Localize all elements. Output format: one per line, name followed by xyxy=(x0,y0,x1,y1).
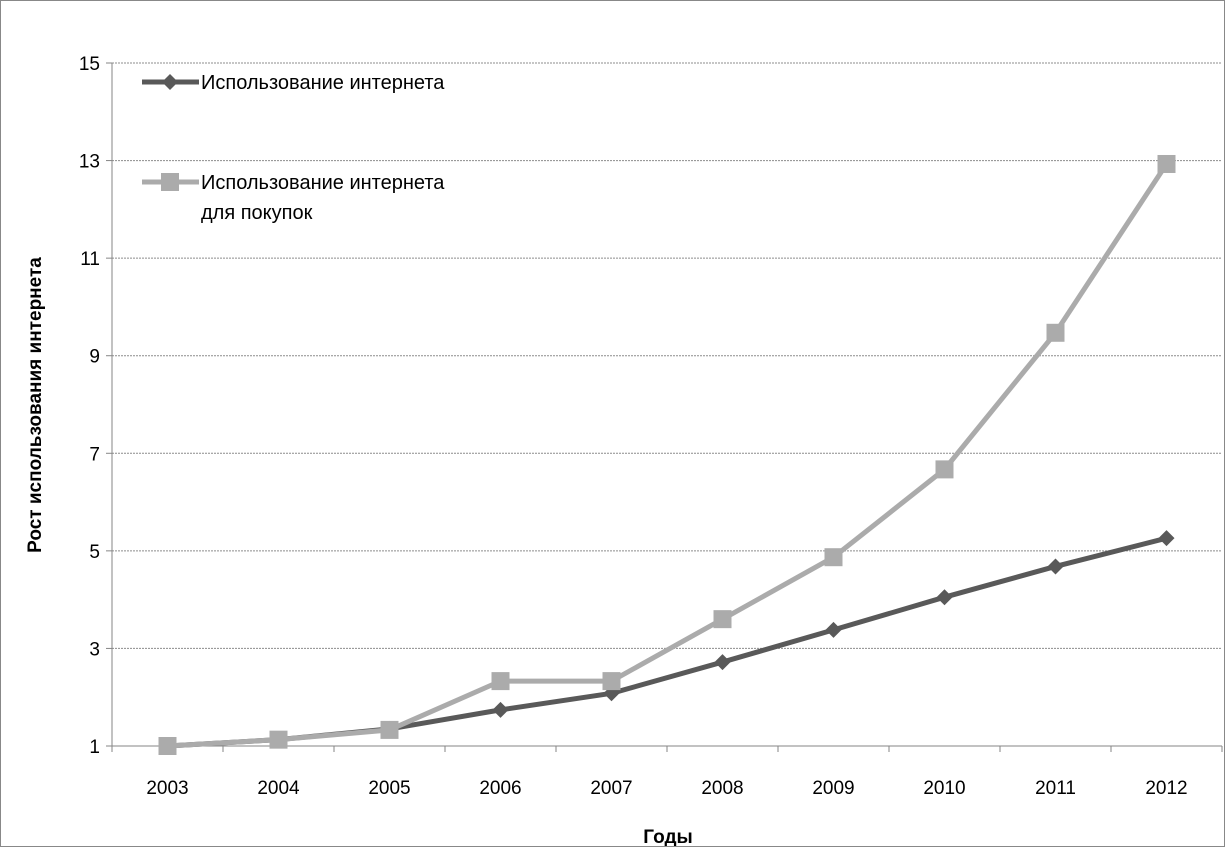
x-tick-label: 2012 xyxy=(1145,778,1187,799)
x-tick-labels: 2003 2004 2005 2006 2007 2008 2009 2010 2011 2012 xyxy=(146,778,1187,799)
data-point-diamond xyxy=(492,701,509,718)
x-tick-label: 2005 xyxy=(368,778,410,799)
x-tick-label: 2004 xyxy=(257,778,300,799)
data-point-diamond xyxy=(1158,530,1175,547)
data-point-diamond xyxy=(1047,558,1064,575)
legend-entry-2: Использование интернета для покупок xyxy=(142,172,445,224)
x-tick-label: 2007 xyxy=(590,778,632,799)
x-tick-label: 2006 xyxy=(479,778,521,799)
data-point-square xyxy=(602,672,621,691)
y-tick-label: 1 xyxy=(89,737,100,758)
legend-marker-diamond xyxy=(162,74,178,90)
y-tick-label: 11 xyxy=(80,249,100,270)
x-tick-label: 2010 xyxy=(923,778,965,799)
gridlines xyxy=(112,62,1222,649)
y-tick-label: 5 xyxy=(89,542,100,563)
y-tick-label: 13 xyxy=(79,152,100,173)
series-1 xyxy=(159,530,1175,754)
legend: Использование интернета Использование инт… xyxy=(142,72,445,224)
series xyxy=(158,154,1176,755)
x-tick-label: 2003 xyxy=(146,778,188,799)
data-point-square xyxy=(935,460,954,479)
data-point-square xyxy=(158,737,177,755)
data-point-square xyxy=(269,730,288,749)
x-axis-title: Годы xyxy=(643,827,692,846)
legend-label: Использование интернета для покупок xyxy=(201,172,445,224)
x-tick-label: 2008 xyxy=(701,778,743,799)
series-line xyxy=(167,162,1169,749)
y-axis-title: Рост использования интернета xyxy=(25,257,46,553)
data-point-diamond xyxy=(825,621,842,638)
y-tick-label: 7 xyxy=(89,444,100,465)
data-point-square xyxy=(824,548,843,567)
series-2 xyxy=(158,154,1176,755)
x-tick-label: 2009 xyxy=(812,778,854,799)
axes xyxy=(106,62,1223,752)
y-tick-label: 3 xyxy=(89,639,100,660)
y-tick-label: 9 xyxy=(89,347,100,368)
data-point-square xyxy=(1157,154,1176,173)
data-point-square xyxy=(1046,323,1065,342)
legend-entry-1: Использование интернета xyxy=(142,72,445,94)
x-tick-label: 2011 xyxy=(1035,778,1076,799)
series-line xyxy=(167,535,1168,749)
data-point-diamond xyxy=(714,654,731,671)
y-tick-label: 15 xyxy=(79,54,100,75)
data-point-square xyxy=(380,720,399,739)
legend-marker-square xyxy=(161,173,179,191)
data-point-square xyxy=(491,672,510,691)
data-point-square xyxy=(713,610,732,629)
legend-label: Использование интернета xyxy=(201,72,445,94)
data-point-diamond xyxy=(936,589,953,606)
